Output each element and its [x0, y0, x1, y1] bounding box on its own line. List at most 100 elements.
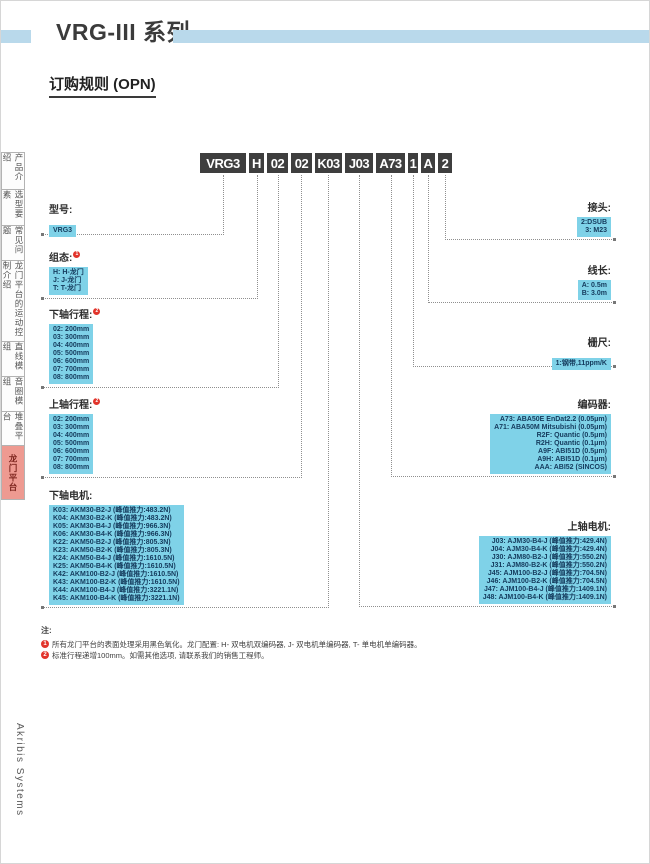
option-cable-length: B: 3.0m: [581, 290, 607, 297]
option-lower-stroke: 07: 700mm: [53, 366, 90, 373]
notes-title: 注:: [41, 626, 52, 635]
option-lower-stroke: 03: 300mm: [53, 334, 90, 341]
option-lower-motor: K03: AKM30-B2-J (峰值推力:483.2N): [53, 507, 171, 514]
section-encoder: 编码器: A73: ABA50E EnDat2.2 (0.05μm) A71: AB…: [490, 399, 611, 474]
option-encoder: R2H: Quantic (0.1μm): [535, 440, 607, 447]
sidebar-tab-8[interactable]: 龙门平台: [1, 445, 25, 500]
option-upper-motor: J30: AJM80-B2-J (峰值推力:550.2N): [491, 554, 607, 561]
option-encoder: R2F: Quantic (0.5μm): [536, 432, 607, 439]
header-accent-bar-right: [173, 30, 649, 43]
option-box-upper-stroke: 02: 200mm 03: 300mm 04: 400mm 05: 500mm 06: …: [49, 414, 94, 474]
sidebar-tab-3[interactable]: 常见问题: [1, 225, 25, 261]
option-lower-motor: K43: AKM100-B2-K (峰值推力:1610.5N): [53, 579, 180, 586]
option-encoder: A71: ABA50M Mitsubishi (0.05μm): [494, 424, 607, 431]
option-scale: 1:钢带,11ppm/K: [555, 360, 607, 367]
option-upper-motor: J46: AJM100-B2-K (峰值推力:704.5N): [486, 578, 607, 585]
option-upper-motor: J48: AJM100-B4-K (峰值推力:1409.1N): [482, 594, 607, 601]
note-text: 所有龙门平台的表面处理采用黑色氧化。龙门配置: H- 双电机双编码器, J- 双…: [52, 640, 422, 649]
option-encoder: A9H: ABI51D (0.1μm): [537, 456, 607, 463]
option-upper-stroke: 05: 500mm: [53, 440, 90, 447]
part-number-segment-6: J03: [345, 153, 373, 173]
option-lower-stroke: 08: 800mm: [53, 374, 90, 381]
section-upper-stroke: 上轴行程: 2 02: 200mm 03: 300mm 04: 400mm 05: 500…: [49, 397, 101, 474]
connector-line-scale: [413, 175, 616, 368]
option-lower-motor: K22: AKM50-B2-J (峰值推力:805.3N): [53, 539, 171, 546]
option-config: T: T-龙门: [53, 285, 81, 292]
sidebar: 产品介绍 选型要素 常见问题 龙门平台的运动控制介绍 直线模组 音圈模组 堆叠平台 龙门平台: [1, 152, 26, 500]
option-lower-motor: K42: AKM100-B2-J (峰值推力:1610.5N): [53, 571, 179, 578]
option-lower-motor: K04: AKM30-B2-K (峰值推力:483.2N): [53, 515, 172, 522]
option-lower-motor: K06: AKM30-B4-K (峰值推力:966.3N): [53, 531, 172, 538]
note-item-1: 1 所有龙门平台的表面处理采用黑色氧化。龙门配置: H- 双电机双编码器, J- …: [41, 639, 621, 650]
option-encoder: A9F: ABI51D (0.5μm): [538, 448, 607, 455]
section-label-lower-stroke: 下轴行程: 2: [49, 307, 101, 322]
section-label-upper-motor: 上轴电机:: [567, 522, 611, 533]
part-number-segment-10: 2: [438, 153, 452, 173]
option-lower-motor: K25: AKM50-B4-K (峰值推力:1610.5N): [53, 563, 176, 570]
part-number-segment-5: K03: [315, 153, 342, 173]
connector-line-config: [41, 175, 258, 300]
sidebar-tab-1[interactable]: 产品介绍: [1, 152, 25, 190]
option-box-lower-motor: K03: AKM30-B2-J (峰值推力:483.2N) K04: AKM30-…: [49, 505, 184, 605]
note-ref-marker: 2: [93, 397, 101, 405]
connector-line-lower-motor: [41, 175, 329, 609]
option-model: VRG3: [53, 227, 73, 234]
option-upper-stroke: 06: 600mm: [53, 448, 90, 455]
connector-line-lower-stroke: [41, 175, 279, 389]
part-number-row: VRG3 H 02 02 K03 J03 A73 1 A 2: [200, 153, 452, 173]
option-box-cable-length: A: 0.5m B: 3.0m: [577, 280, 611, 300]
part-number-segment-4: 02: [291, 153, 312, 173]
connector-line-upper-stroke: [41, 175, 302, 479]
option-lower-stroke: 04: 400mm: [53, 342, 90, 349]
section-config: 组态: 1 H: H-龙门 J: J-龙门 T: T-龙门: [49, 250, 88, 295]
option-lower-motor: K05: AKM30-B4-J (峰值推力:966.3N): [53, 523, 171, 530]
option-upper-motor: J47: AJM100-B4-J (峰值推力:1409.1N): [483, 586, 607, 593]
section-lower-stroke: 下轴行程: 2 02: 200mm 03: 300mm 04: 400mm 05: 500…: [49, 307, 101, 384]
sidebar-tab-5[interactable]: 直线模组: [1, 341, 25, 377]
sidebar-tab-7[interactable]: 堆叠平台: [1, 411, 25, 446]
part-number-segment-1: VRG3: [200, 153, 246, 173]
connector-line-connector: [445, 175, 616, 241]
option-encoder: A73: ABA50E EnDat2.2 (0.05μm): [499, 416, 607, 423]
option-lower-motor: K44: AKM100-B4-J (峰值推力:3221.1N): [53, 587, 179, 594]
section-scale: 栅尺: 1:钢带,11ppm/K: [551, 337, 611, 370]
section-label-config: 组态: 1: [49, 250, 88, 265]
option-box-scale: 1:钢带,11ppm/K: [551, 358, 611, 370]
part-number-segment-3: 02: [267, 153, 288, 173]
option-lower-motor: K24: AKM50-B4-J (峰值推力:1610.5N): [53, 555, 175, 562]
section-label-cable-length: 线长:: [587, 266, 611, 277]
option-config: H: H-龙门: [53, 269, 84, 276]
part-number-segment-7: A73: [376, 153, 405, 173]
option-lower-motor: K23: AKM50-B2-K (峰值推力:805.3N): [53, 547, 172, 554]
option-upper-stroke: 07: 700mm: [53, 456, 90, 463]
section-model: 型号: VRG3: [49, 204, 77, 237]
option-encoder: AAA: ABI52 (SINCOS): [534, 464, 607, 471]
page-title: VRG-III 系列: [56, 19, 191, 45]
option-box-lower-stroke: 02: 200mm 03: 300mm 04: 400mm 05: 500mm 06: …: [49, 324, 94, 384]
notes-list: 1 所有龙门平台的表面处理采用黑色氧化。龙门配置: H- 双电机双编码器, J- …: [41, 639, 621, 661]
option-upper-stroke: 04: 400mm: [53, 432, 90, 439]
connector-line-model: [41, 175, 224, 236]
sidebar-tab-6[interactable]: 音圈模组: [1, 376, 25, 412]
option-box-config: H: H-龙门 J: J-龙门 T: T-龙门: [49, 267, 88, 295]
note-number-marker: 2: [41, 651, 49, 660]
option-connector: 2:DSUB: [580, 219, 607, 226]
option-connector: 3: M23: [585, 227, 607, 234]
option-box-connector: 2:DSUB 3: M23: [576, 217, 611, 237]
option-box-model: VRG3: [49, 225, 77, 237]
section-label-scale: 栅尺:: [587, 338, 611, 349]
note-text: 标准行程递增100mm。如需其他选项, 请联系我们的销售工程师。: [52, 651, 269, 660]
option-box-encoder: A73: ABA50E EnDat2.2 (0.05μm) A71: ABA50M…: [490, 414, 611, 474]
option-cable-length: A: 0.5m: [581, 282, 607, 289]
section-lower-motor: 下轴电机: K03: AKM30-B2-J (峰值推力:483.2N) K04: A…: [49, 490, 184, 605]
part-number-segment-8: 1: [408, 153, 418, 173]
option-upper-stroke: 03: 300mm: [53, 424, 90, 431]
section-label-model: 型号:: [49, 205, 73, 216]
option-upper-motor: J03: AJM30-B4-J (峰值推力:429.4N): [491, 538, 607, 545]
option-lower-stroke: 02: 200mm: [53, 326, 90, 333]
part-number-segment-9: A: [421, 153, 435, 173]
sidebar-tab-4[interactable]: 龙门平台的运动控制介绍: [1, 260, 25, 342]
sidebar-tab-2[interactable]: 选型要素: [1, 189, 25, 226]
section-cable-length: 线长: A: 0.5m B: 3.0m: [577, 265, 611, 300]
